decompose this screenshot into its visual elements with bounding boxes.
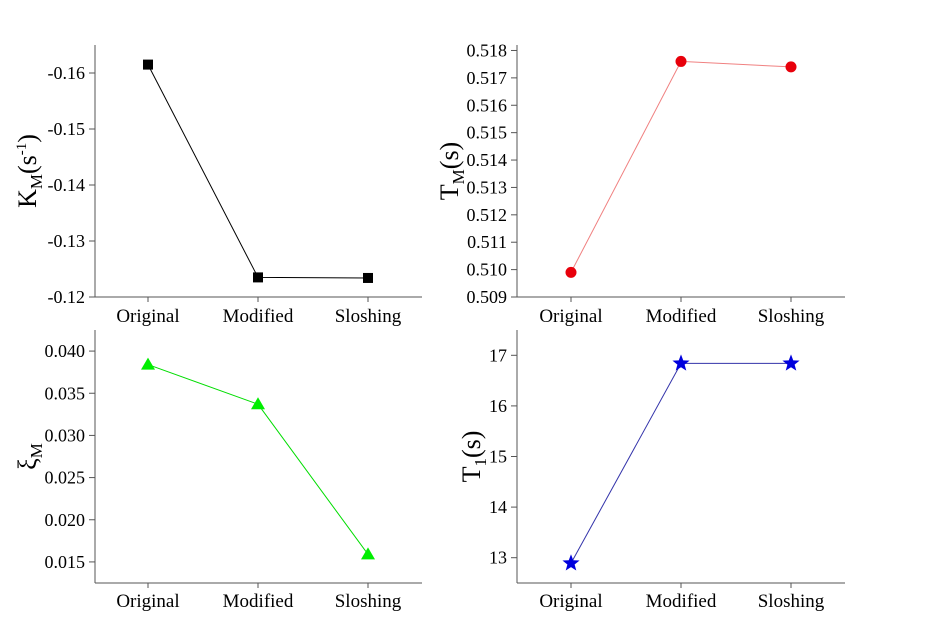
y-axis-title-sup: -1 [14,143,30,156]
x-tick-label: Modified [223,306,294,327]
series-line [147,364,369,555]
y-tick-label: -0.14 [48,175,86,195]
y-tick-label: 0.518 [467,40,508,60]
y-tick-label: 15 [489,447,507,467]
y-tick-label: -0.15 [48,119,86,139]
chart-panel-t1: 13 14 15 16 17 Original Modified Sloshing T1(s) [457,330,845,612]
x-tick-label: Original [539,306,602,327]
x-tick-label: Modified [223,591,294,612]
data-point [565,266,577,278]
y-axis-title-unit: (s) [457,431,486,458]
y-tick-label: 0.513 [467,177,508,197]
y-tick-label: -0.16 [48,63,86,83]
y-tick-label: 0.035 [45,383,86,403]
y-axis-title-main: ξ [13,458,42,470]
y-axis-title-unit: (s) [435,142,464,169]
y-tick-label: 0.040 [45,341,86,361]
data-point [253,272,263,283]
y-axis-title: TM(s) [435,142,468,200]
y-axis-title-sub: M [27,443,46,458]
x-tick-label: Sloshing [758,591,825,612]
data-point [785,61,797,73]
series-line [570,362,791,564]
y-tick-label: 0.510 [467,260,508,280]
y-tick-label: 0.030 [45,425,86,445]
chart-panel-xi: 0.015 0.020 0.025 0.030 0.035 0.040 Original Mo… [13,330,422,612]
y-axis-title-sub: 1 [471,458,490,467]
y-tick-label: 0.517 [467,68,508,88]
data-point [675,55,687,67]
data-point [251,397,265,410]
y-axis-title-main: T [457,466,486,482]
y-tick-label: 14 [489,497,507,517]
y-tick-label: 17 [489,345,507,365]
y-tick-label: 0.516 [467,95,508,115]
x-tick-label: Original [116,306,179,327]
y-tick-label: 0.511 [467,232,507,252]
y-axis-title-main: T [435,184,464,200]
data-point [363,272,373,283]
y-axis-title-sub: M [27,174,46,189]
y-axis-title: T1(s) [457,431,490,483]
y-tick-label: 16 [489,396,507,416]
data-point [361,547,375,560]
series-line [570,60,792,273]
y-axis-title-main: K [13,189,42,208]
y-axis-title-close: ) [13,134,42,143]
x-tick-label: Modified [646,591,717,612]
chart-panel-km: -0.16 -0.15 -0.14 -0.13 -0.12 Original Modifie… [13,45,422,327]
y-axis-title: KM(s-1) [13,134,46,208]
y-tick-label: 0.025 [45,468,86,488]
x-tick-label: Original [116,591,179,612]
x-tick-label: Sloshing [335,591,402,612]
data-point [672,354,690,371]
chart-panel-tm: 0.509 0.510 0.511 0.512 0.513 0.514 0.515 0.516… [435,40,845,327]
x-tick-label: Sloshing [335,306,402,327]
y-tick-label: -0.12 [48,287,86,307]
y-tick-label: 13 [489,548,507,568]
y-tick-label: 0.509 [467,287,508,307]
y-tick-label: -0.13 [48,231,86,251]
y-axis-title: ξM [13,443,46,470]
x-tick-label: Sloshing [758,306,825,327]
data-point [562,554,580,571]
data-point [141,357,155,370]
y-axis-title-sub: M [449,169,468,184]
y-tick-label: 0.020 [45,510,86,530]
y-axis-title-unit: (s [13,155,42,174]
data-point [782,354,800,371]
series-line [147,64,369,279]
x-tick-label: Original [539,591,602,612]
y-tick-label: 0.512 [467,205,508,225]
y-tick-label: 0.515 [467,123,508,143]
y-tick-label: 0.514 [467,150,508,170]
x-tick-label: Modified [646,306,717,327]
data-point [143,59,153,70]
y-tick-label: 0.015 [45,552,86,572]
